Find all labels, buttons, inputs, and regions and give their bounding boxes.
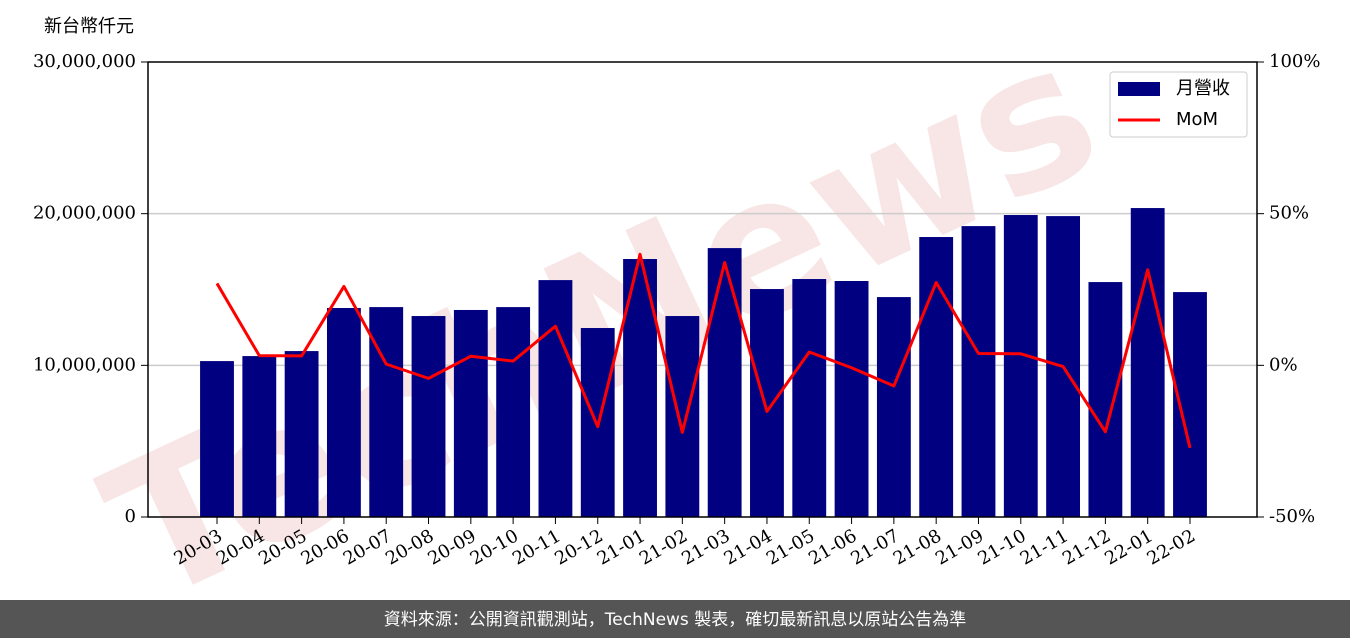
bar <box>1173 292 1207 517</box>
bar <box>284 351 319 517</box>
y2-tick-label: -50% <box>1269 506 1315 527</box>
bar <box>453 309 488 517</box>
bar <box>326 308 361 517</box>
y-tick-label: 30,000,000 <box>33 51 136 72</box>
footer: 資料來源：公開資訊觀測站，TechNews 製表，確切最新訊息以原站公告為準 <box>384 610 966 630</box>
bar <box>242 356 277 517</box>
legend-label: 月營收 <box>1176 78 1230 99</box>
bar <box>1088 282 1123 517</box>
bar <box>919 237 954 518</box>
bar <box>876 297 911 517</box>
bar <box>834 281 869 517</box>
bar <box>411 316 446 517</box>
plot-frame <box>147 61 1258 518</box>
y-axis-label: 新台幣仟元 <box>44 16 134 37</box>
y2-tick-label: 0% <box>1269 354 1298 375</box>
bar <box>1003 215 1038 517</box>
y-tick-label: 0 <box>125 506 136 527</box>
y2-tick-label: 100% <box>1269 51 1320 72</box>
bar <box>200 361 234 517</box>
bar <box>792 279 827 517</box>
line <box>215 252 1192 449</box>
y-tick-label: 20,000,000 <box>33 203 136 224</box>
bar <box>665 316 700 517</box>
footer-band <box>0 600 1350 638</box>
bar <box>750 289 784 517</box>
legend-swatch <box>1118 82 1160 96</box>
bar <box>496 307 531 517</box>
y-tick-label: 10,000,000 <box>33 354 136 375</box>
bar <box>538 280 573 517</box>
bar <box>707 248 742 517</box>
legend-label: MoM <box>1176 109 1218 130</box>
y2-tick-label: 50% <box>1269 203 1309 224</box>
bar <box>1130 208 1165 517</box>
bar <box>369 307 404 517</box>
x-tick-label: 22-02 <box>1144 525 1199 569</box>
bar <box>961 226 996 517</box>
